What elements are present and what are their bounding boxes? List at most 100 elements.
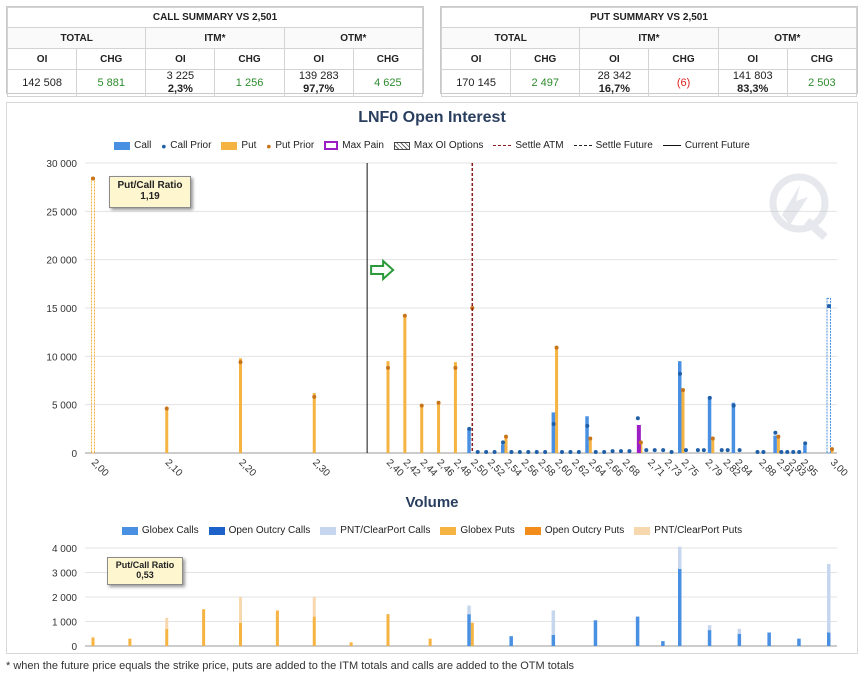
volume-legend-item-open-outcry-puts[interactable]: Open Outcry Puts	[524, 525, 624, 536]
oi-call-prior-point	[568, 450, 573, 455]
volume-legend-label: Globex Calls	[141, 525, 199, 536]
volume-globex-put-bar[interactable]	[312, 616, 316, 646]
volume-globex-put-bar[interactable]	[128, 638, 132, 646]
oi-call-prior-point	[576, 450, 581, 455]
oi-put-bar[interactable]	[555, 346, 559, 453]
volume-globex-put-bar[interactable]	[349, 642, 353, 646]
oi-max-pain-bar[interactable]	[636, 424, 641, 453]
oi-put-bar[interactable]	[239, 358, 242, 453]
oi-legend-item-put[interactable]: Put	[221, 140, 256, 151]
volume-globex-call-bar[interactable]	[551, 634, 556, 646]
oi-call-prior-point	[644, 448, 649, 453]
volume-legend-item-globex-puts[interactable]: Globex Puts	[440, 525, 515, 536]
oi-put-bar[interactable]	[91, 177, 95, 454]
oi-put-bar[interactable]	[711, 437, 715, 453]
volume-pnt-call-bar[interactable]	[737, 628, 742, 634]
volume-globex-call-bar[interactable]	[661, 641, 665, 646]
volume-globex-call-bar[interactable]	[509, 636, 513, 646]
put-itm-oi: 28 342 16,7%	[579, 69, 650, 97]
volume-globex-call-bar[interactable]	[678, 568, 682, 646]
oi-put-bar[interactable]	[312, 393, 316, 453]
volume-globex-call-bar[interactable]	[707, 630, 712, 646]
volume-globex-put-bar[interactable]	[275, 610, 279, 646]
oi-call-bar[interactable]	[773, 435, 777, 453]
put-group-total: TOTAL	[440, 27, 581, 49]
oi-legend-item-call[interactable]: Call	[114, 140, 151, 151]
volume-legend-item-open-outcry-calls[interactable]: Open Outcry Calls	[208, 525, 310, 536]
oi-legend-item-put-prior[interactable]: • Put Prior	[266, 137, 315, 154]
oi-put-prior-point	[710, 436, 715, 441]
oi-call-bar[interactable]	[707, 396, 712, 453]
oi-x-tick-label: 2,00	[89, 457, 111, 479]
oi-legend-label: Current Future	[684, 140, 750, 151]
volume-globex-call-bar[interactable]	[635, 616, 640, 646]
oi-legend-item-settle-future[interactable]: Settle Future	[573, 140, 653, 151]
volume-pnt-put-bar[interactable]	[165, 617, 169, 629]
call-group-total: TOTAL	[6, 27, 147, 49]
volume-pnt-call-bar[interactable]	[467, 605, 471, 615]
volume-pnt-call-bar[interactable]	[707, 625, 712, 631]
oi-call-prior-point	[602, 450, 607, 455]
oi-call-bar[interactable]	[803, 445, 807, 453]
volume-globex-call-bar[interactable]	[593, 620, 598, 646]
oi-call-bar[interactable]	[678, 361, 682, 453]
volume-pnt-put-bar[interactable]	[312, 597, 316, 617]
oi-y-tick-label: 0	[71, 449, 77, 460]
oi-ratio-value: 1,19	[140, 191, 160, 202]
oi-call-prior-point	[701, 448, 706, 453]
oi-call-bar[interactable]	[501, 444, 505, 453]
volume-legend-item-pnt-clearport-puts[interactable]: PNT/ClearPort Puts	[634, 525, 742, 536]
volume-chart-title: Volume	[405, 494, 459, 511]
oi-legend-item-current-future[interactable]: Current Future	[662, 140, 750, 151]
volume-globex-call-bar[interactable]	[827, 632, 831, 646]
volume-pnt-put-bar[interactable]	[239, 597, 242, 623]
oi-x-tick-label: 2,44	[418, 457, 440, 479]
volume-globex-put-bar[interactable]	[428, 638, 432, 646]
volume-globex-put-bar[interactable]	[239, 622, 242, 646]
oi-y-tick-label: 25 000	[46, 207, 77, 218]
volume-globex-call-bar[interactable]	[767, 632, 771, 646]
volume-globex-call-bar[interactable]	[467, 614, 471, 646]
oi-legend-item-call-prior[interactable]: • Call Prior	[161, 137, 212, 154]
volume-legend-item-globex-calls[interactable]: Globex Calls	[121, 525, 199, 536]
oi-put-bar[interactable]	[776, 435, 780, 453]
volume-pnt-call-bar[interactable]	[678, 546, 682, 569]
volume-globex-call-bar[interactable]	[737, 633, 742, 646]
oi-legend-item-settle-atm[interactable]: Settle ATM	[493, 140, 564, 151]
volume-globex-call-bar[interactable]	[797, 638, 801, 646]
oi-put-bar[interactable]	[165, 407, 169, 453]
oi-legend-label: Put	[241, 140, 257, 151]
volume-y-tick-label: 4 000	[52, 544, 77, 555]
oi-call-bar[interactable]	[826, 297, 831, 454]
col-chg: CHG	[648, 48, 719, 70]
oi-legend-label: Put Prior	[275, 140, 315, 151]
oi-put-bar[interactable]	[453, 362, 457, 453]
volume-globex-put-bar[interactable]	[91, 637, 95, 646]
oi-y-tick-label: 30 000	[46, 159, 77, 170]
oi-legend-item-max-oi-options[interactable]: Max OI Options	[393, 140, 483, 151]
volume-pnt-call-bar[interactable]	[551, 610, 556, 635]
oi-call-bar[interactable]	[551, 412, 556, 453]
oi-put-bar[interactable]	[420, 404, 424, 453]
oi-put-prior-point	[436, 400, 441, 405]
oi-call-prior-point	[517, 450, 522, 455]
oi-put-bar[interactable]	[681, 388, 685, 453]
oi-call-prior-point	[627, 449, 632, 454]
oi-call-prior-point	[737, 448, 742, 453]
volume-globex-put-bar[interactable]	[386, 614, 390, 646]
oi-call-bar[interactable]	[467, 427, 471, 453]
oi-put-prior-point	[776, 434, 781, 439]
oi-put-bar[interactable]	[403, 315, 407, 453]
oi-put-bar[interactable]	[504, 435, 508, 453]
volume-globex-put-bar[interactable]	[202, 609, 206, 646]
volume-pnt-call-bar[interactable]	[827, 563, 831, 633]
oi-call-bar[interactable]	[585, 416, 589, 453]
oi-put-bar[interactable]	[386, 361, 390, 453]
oi-put-bar[interactable]	[437, 401, 441, 453]
volume-globex-put-bar[interactable]	[470, 622, 474, 646]
volume-globex-put-bar[interactable]	[165, 628, 169, 646]
oi-call-bar[interactable]	[731, 402, 736, 453]
oi-put-bar[interactable]	[588, 437, 592, 453]
volume-legend-item-pnt-clearport-calls[interactable]: PNT/ClearPort Calls	[320, 525, 430, 536]
oi-legend-item-max-pain[interactable]: Max Pain	[324, 140, 384, 151]
